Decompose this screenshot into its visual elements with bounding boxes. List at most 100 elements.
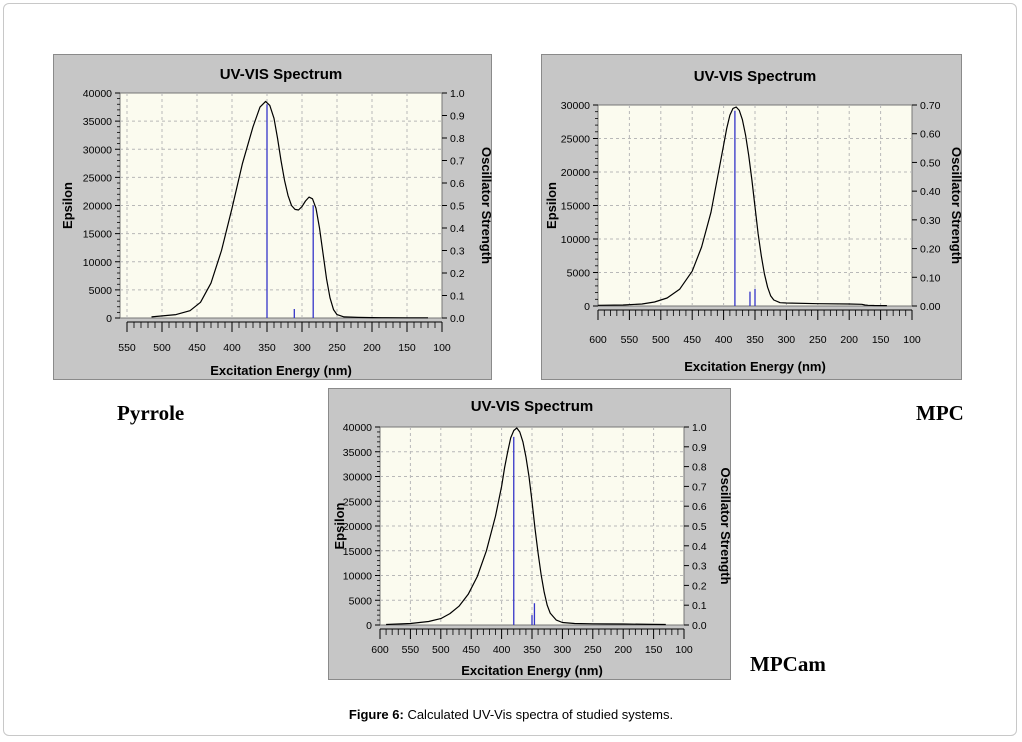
x-tick-label: 600 <box>589 334 607 346</box>
x-tick-label: 550 <box>118 342 136 354</box>
x-tick-label: 450 <box>462 644 480 656</box>
y-tick-label: 10000 <box>343 571 372 583</box>
y2-tick-label: 0.70 <box>920 100 941 112</box>
spectrum-curve <box>597 106 887 307</box>
chart-title: UV-VIS Spectrum <box>694 68 817 85</box>
caption-text: Calculated UV-Vis spectra of studied sys… <box>407 707 674 722</box>
y2-axis-label: Oscillator Strength <box>479 147 493 264</box>
x-tick-label: 200 <box>363 342 381 354</box>
y-tick-label: 30000 <box>343 472 372 484</box>
y2-tick-label: 0.6 <box>450 178 465 190</box>
x-tick-label: 250 <box>328 342 346 354</box>
chart-title: UV-VIS Spectrum <box>471 398 594 415</box>
figure-caption: Figure 6: Calculated UV-Vis spectra of s… <box>0 707 1022 722</box>
y-tick-label: 35000 <box>343 447 372 459</box>
x-axis-label: Excitation Energy (nm) <box>684 359 826 374</box>
x-tick-label: 400 <box>715 334 733 346</box>
x-tick-label: 500 <box>652 334 670 346</box>
chart-title: UV-VIS Spectrum <box>220 66 343 83</box>
y-tick-label: 20000 <box>343 521 372 533</box>
chart-svg-mpcam: UV-VIS Spectrum 0 5000 10000 15000 20000 25000… <box>332 398 732 678</box>
x-tick-label: 550 <box>621 334 639 346</box>
x-tick-label: 450 <box>188 342 206 354</box>
chart-svg-pyrrole: UV-VIS Spectrum 0 5000 10000 15000 20000 25000… <box>60 66 493 378</box>
y-tick-label: 15000 <box>83 229 112 241</box>
y-tick-label: 0 <box>106 313 112 325</box>
y-tick-label: 5000 <box>89 285 113 297</box>
y2-tick-label: 0.4 <box>692 541 707 553</box>
x-tick-label: 350 <box>523 644 541 656</box>
caption-label: Figure 6: <box>348 707 404 722</box>
y-tick-label: 25000 <box>343 496 372 508</box>
system-label-mpcam: MPCam <box>750 652 826 676</box>
y2-tick-label: 0.1 <box>692 600 707 612</box>
y2-tick-label: 0.5 <box>692 521 707 533</box>
y2-tick-label: 0.40 <box>920 186 941 198</box>
y2-tick-label: 0.2 <box>692 580 707 592</box>
y2-axis-label: Oscillator Strength <box>718 467 732 584</box>
y2-tick-label: 0.8 <box>692 462 707 474</box>
y-tick-label: 25000 <box>83 172 112 184</box>
y2-tick-label: 0.4 <box>450 223 465 235</box>
y2-tick-label: 0.6 <box>692 501 707 513</box>
y2-tick-label: 0.1 <box>450 291 465 303</box>
x-tick-label: 500 <box>432 644 450 656</box>
y2-tick-label: 0.0 <box>692 620 707 632</box>
y2-tick-label: 0.50 <box>920 157 941 169</box>
system-label-pyrrole: Pyrrole <box>117 401 185 425</box>
x-tick-label: 100 <box>903 334 921 346</box>
x-tick-label: 100 <box>433 342 451 354</box>
spectrum-curve <box>386 427 666 626</box>
x-tick-label: 300 <box>554 644 572 656</box>
x-tick-label: 400 <box>493 644 511 656</box>
y-tick-label: 30000 <box>561 100 590 112</box>
y2-tick-label: 0.3 <box>450 246 465 258</box>
x-tick-label: 150 <box>645 644 663 656</box>
y2-tick-label: 0.9 <box>692 442 707 454</box>
x-tick-label: 150 <box>398 342 416 354</box>
y-tick-label: 40000 <box>343 422 372 434</box>
y-tick-label: 25000 <box>561 134 590 146</box>
y2-tick-label: 0.5 <box>450 201 465 213</box>
y2-tick-label: 0.2 <box>450 268 465 280</box>
y2-tick-label: 0.00 <box>920 301 941 313</box>
y-tick-label: 15000 <box>343 546 372 558</box>
y-tick-label: 10000 <box>83 257 112 269</box>
y2-tick-label: 0.7 <box>692 481 707 493</box>
y-tick-label: 0 <box>584 301 590 313</box>
y-tick-label: 20000 <box>83 201 112 213</box>
y-tick-label: 35000 <box>83 116 112 128</box>
x-axis-label: Excitation Energy (nm) <box>210 363 352 378</box>
x-tick-label: 450 <box>683 334 701 346</box>
x-tick-label: 550 <box>402 644 420 656</box>
y2-tick-label: 0.0 <box>450 313 465 325</box>
y-tick-label: 30000 <box>83 144 112 156</box>
x-tick-label: 200 <box>614 644 632 656</box>
spectrum-curve <box>151 100 428 319</box>
chart-panel-pyrrole: UV-VIS Spectrum 0 5000 10000 15000 20000 25000… <box>53 54 493 380</box>
y2-tick-label: 1.0 <box>692 422 707 434</box>
y-axis-label: Epsilon <box>332 502 347 549</box>
y2-tick-label: 0.30 <box>920 215 941 227</box>
figure-frame <box>3 3 1017 736</box>
y-axis-label: Epsilon <box>60 182 75 229</box>
y-tick-label: 40000 <box>83 88 112 100</box>
x-tick-label: 150 <box>872 334 890 346</box>
x-tick-label: 100 <box>675 644 693 656</box>
y2-tick-label: 0.10 <box>920 272 941 284</box>
y-tick-label: 5000 <box>349 595 373 607</box>
y-tick-label: 10000 <box>561 234 590 246</box>
y2-tick-label: 0.60 <box>920 129 941 141</box>
system-label-mpc: MPC <box>916 401 964 425</box>
x-tick-label: 350 <box>258 342 276 354</box>
y2-tick-label: 1.0 <box>450 88 465 100</box>
x-tick-label: 300 <box>778 334 796 346</box>
y-tick-label: 5000 <box>567 268 591 280</box>
x-tick-label: 250 <box>584 644 602 656</box>
y2-tick-label: 0.8 <box>450 133 465 145</box>
x-tick-label: 250 <box>809 334 827 346</box>
y2-tick-label: 0.3 <box>692 561 707 573</box>
chart-panel-mpc: UV-VIS Spectrum 0 5000 10000 15000 20000 25000… <box>541 54 963 380</box>
y-tick-label: 20000 <box>561 167 590 179</box>
y2-tick-label: 0.9 <box>450 111 465 123</box>
